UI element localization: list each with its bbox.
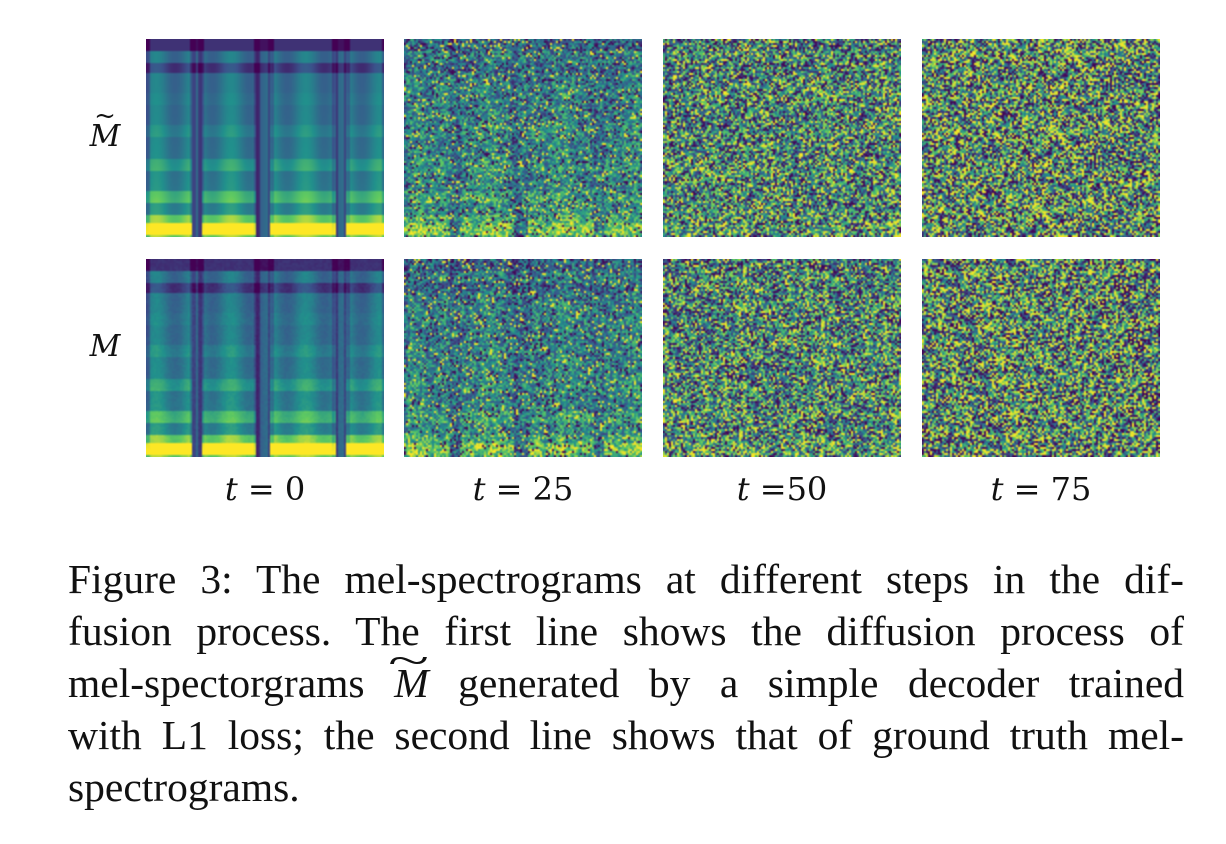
step-label-t25: t = 25 bbox=[472, 470, 574, 508]
spectrogram-generated-t25 bbox=[404, 39, 642, 237]
spectrogram-ground-truth-t25 bbox=[404, 259, 642, 457]
caption-symbol: ~ M bbox=[388, 638, 429, 709]
step-label-t75: t = 75 bbox=[990, 470, 1092, 508]
spectrogram-generated-t75 bbox=[922, 39, 1160, 237]
figure-caption: Figure 3: The mel-spectrograms at differ… bbox=[68, 553, 1184, 813]
tilde-accent: ~ bbox=[94, 101, 116, 131]
step-label-t50: t =50 bbox=[736, 470, 828, 508]
caption-line: spectrograms. bbox=[68, 764, 300, 810]
figure: ~ M M t = 0 t = 25 t =50 t = 75 bbox=[80, 39, 1160, 508]
spectrogram-generated-t50 bbox=[663, 39, 901, 237]
spectrogram-ground-truth-t50 bbox=[663, 259, 901, 457]
step-label-t0: t = 0 bbox=[224, 470, 306, 508]
spectrogram-ground-truth-t75 bbox=[922, 259, 1160, 457]
wide-tilde-accent: ~ bbox=[388, 638, 430, 683]
spectrogram-generated-t0 bbox=[146, 39, 384, 237]
caption-line: Figure 3: The mel-spectrograms at differ… bbox=[68, 556, 1184, 602]
row-label-generated: ~ M bbox=[80, 101, 130, 165]
row-symbol: M bbox=[89, 119, 121, 154]
caption-line: with L1 loss; the second line shows that… bbox=[68, 712, 1184, 758]
caption-line: mel-spectorgrams ~ M generated by a simpl… bbox=[68, 638, 1184, 709]
row-symbol: M bbox=[89, 329, 121, 364]
row-label-ground-truth: M bbox=[80, 315, 130, 375]
caption-line: fusion process. The first line shows the… bbox=[68, 608, 1184, 654]
spectrogram-ground-truth-t0 bbox=[146, 259, 384, 457]
